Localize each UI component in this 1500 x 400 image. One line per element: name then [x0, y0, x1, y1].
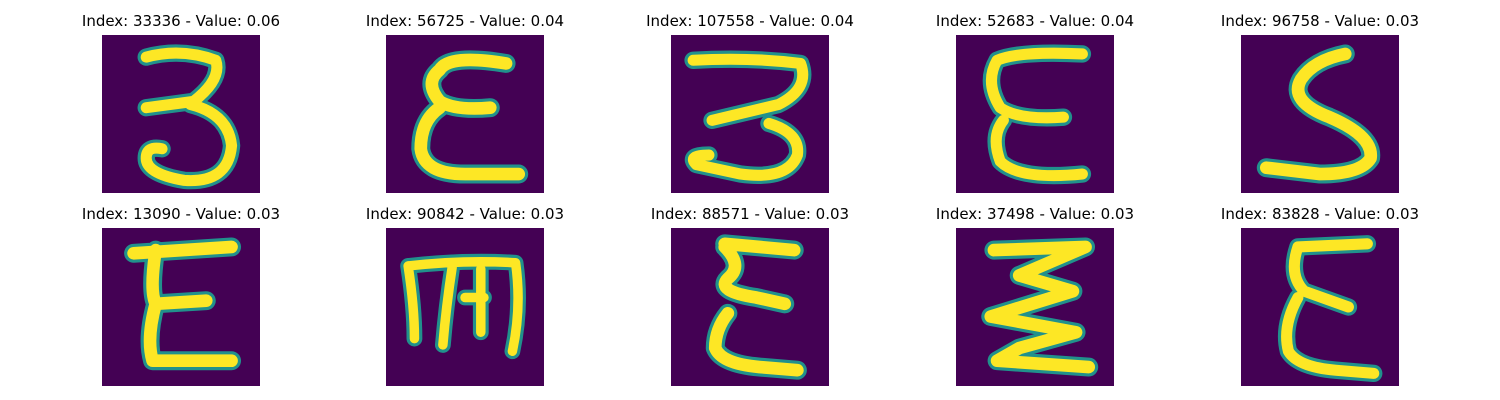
panel-title: Index: 56725 - Value: 0.04 [365, 12, 565, 30]
digit-image [102, 228, 260, 386]
panel-title: Index: 107558 - Value: 0.04 [646, 12, 854, 30]
panel-title: Index: 52683 - Value: 0.04 [935, 12, 1135, 30]
panel-title: Index: 88571 - Value: 0.03 [650, 205, 850, 223]
digit-image [102, 35, 260, 193]
handwritten-zigzag-icon [956, 228, 1114, 386]
digit-image [956, 35, 1114, 193]
handwritten-epsilon-icon [386, 35, 544, 193]
digit-image [671, 228, 829, 386]
handwritten-3-icon [102, 35, 260, 193]
digit-image [956, 228, 1114, 386]
panel-title: Index: 96758 - Value: 0.03 [1220, 12, 1420, 30]
handwritten-3-icon [671, 35, 829, 193]
handwritten-epsilon-icon [956, 35, 1114, 193]
panel-title: Index: 33336 - Value: 0.06 [81, 12, 281, 30]
digit-image [1241, 35, 1399, 193]
digit-image [671, 35, 829, 193]
handwritten-sigma-icon [671, 228, 829, 386]
handwritten-epsilon-icon [102, 228, 260, 386]
handwritten-epsilon-icon [1241, 228, 1399, 386]
panel-title: Index: 37498 - Value: 0.03 [935, 205, 1135, 223]
handwritten-s-icon [1241, 35, 1399, 193]
panel-title: Index: 83828 - Value: 0.03 [1220, 205, 1420, 223]
handwritten-m-icon [386, 228, 544, 386]
digit-image [386, 35, 544, 193]
panel-title: Index: 13090 - Value: 0.03 [81, 205, 281, 223]
digit-image [386, 228, 544, 386]
digit-image [1241, 228, 1399, 386]
panel-title: Index: 90842 - Value: 0.03 [365, 205, 565, 223]
